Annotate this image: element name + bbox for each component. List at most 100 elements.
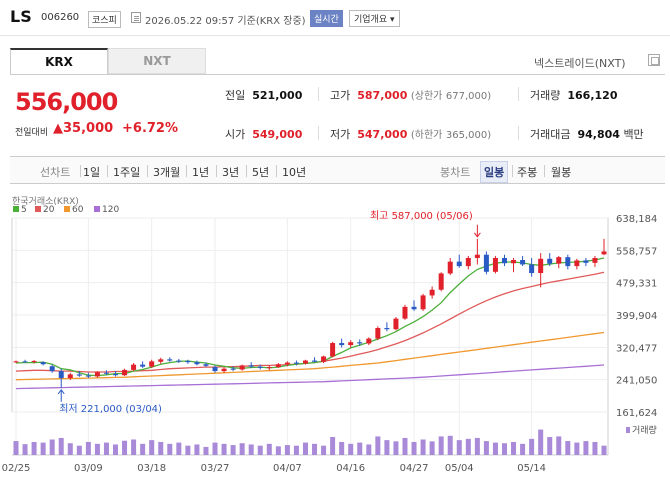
candle — [239, 365, 245, 370]
candle — [85, 375, 91, 377]
x-tick-label: 03/09 — [74, 463, 103, 474]
popup-icon[interactable] — [648, 54, 660, 66]
candle — [58, 371, 64, 379]
volume-bar — [511, 441, 517, 455]
candle — [212, 367, 218, 372]
candle — [122, 369, 128, 376]
period-3y[interactable]: 3년 — [222, 166, 240, 179]
divider — [518, 87, 519, 101]
volume-bar — [275, 446, 281, 455]
low-price: 저가 547,000 (하한가 365,000) — [330, 128, 492, 141]
candle — [113, 373, 119, 376]
period-1d[interactable]: 1일 — [83, 166, 101, 179]
volume: 거래량 166,120 — [530, 89, 618, 102]
candle — [565, 257, 571, 267]
volume-bar — [330, 437, 336, 455]
candle — [293, 362, 299, 364]
open-price: 시가 549,000 — [225, 128, 303, 141]
candle — [420, 295, 426, 310]
change-percent: +6.72% — [122, 121, 178, 136]
volume-legend-swatch — [626, 427, 630, 433]
candle-chart-button[interactable]: 봉차트 — [440, 166, 471, 179]
volume-bar — [13, 441, 19, 455]
divider — [318, 87, 319, 101]
corp-info-dropdown[interactable]: 기업개요 ▾ — [349, 10, 400, 27]
volume-bar — [483, 441, 489, 455]
volume-bar — [194, 444, 200, 455]
candle — [556, 257, 562, 264]
volume-bar — [465, 438, 471, 455]
document-icon — [131, 12, 141, 23]
volume-bar — [49, 439, 55, 455]
candle — [140, 364, 146, 367]
candle — [438, 273, 444, 290]
stock-header: LS 006260 코스피 2026.05.22 09:57 기준(KRX 장중… — [0, 0, 670, 36]
tab-krx[interactable]: KRX — [10, 48, 108, 74]
candle — [31, 360, 37, 362]
volume-bar — [357, 442, 363, 455]
x-tick-label: 03/18 — [137, 463, 166, 474]
period-weekly[interactable]: 주봉 — [517, 166, 538, 179]
divider — [318, 126, 319, 140]
volume-bar — [140, 443, 146, 455]
volume-bar — [293, 445, 299, 455]
period-monthly[interactable]: 월봉 — [551, 166, 572, 179]
volume-bar — [420, 439, 426, 455]
candle — [357, 342, 363, 344]
candle — [375, 327, 381, 339]
volume-bar — [520, 443, 526, 455]
period-daily[interactable]: 일봉 — [480, 161, 509, 183]
quote-time: 2026.05.22 09:57 기준(KRX 장중) — [145, 16, 306, 27]
tab-nxt[interactable]: NXT — [108, 48, 206, 74]
volume-bar — [384, 440, 390, 455]
candle — [474, 254, 480, 258]
volume-bar — [456, 440, 462, 455]
x-tick-label: 03/27 — [201, 463, 230, 474]
volume-bar — [176, 442, 182, 455]
candle — [348, 342, 354, 346]
volume-bar — [366, 444, 372, 455]
period-10y[interactable]: 10년 — [282, 166, 307, 179]
realtime-button[interactable]: 실시간 — [310, 10, 343, 27]
nxt-link[interactable]: 넥스트레이드(NXT) — [534, 57, 626, 70]
candle — [330, 343, 336, 357]
period-1w[interactable]: 1주일 — [113, 166, 141, 179]
volume-bar — [67, 443, 73, 455]
period-3m[interactable]: 3개월 — [153, 166, 181, 179]
candle — [520, 260, 526, 265]
x-tick-label: 04/07 — [273, 463, 302, 474]
volume-bar — [438, 436, 444, 455]
candle — [221, 368, 227, 372]
volume-bar — [76, 445, 82, 455]
candle — [257, 366, 263, 368]
candle — [76, 374, 82, 376]
candle — [429, 289, 435, 296]
chart-toolbar: 선차트 1일 1주일 3개월 1년 3년 5년 10년 봉차트 일봉 주봉 월봉 — [10, 156, 665, 184]
legend-ma120: 120 — [94, 205, 119, 215]
ma-line-ma60 — [15, 331, 605, 381]
candle — [529, 264, 535, 274]
market-badge: 코스피 — [88, 11, 121, 28]
candle — [411, 306, 417, 310]
y-tick-label: 638,184 — [616, 214, 657, 225]
volume-bar — [348, 443, 354, 455]
x-tick-label: 05/04 — [445, 463, 474, 474]
candle — [203, 364, 209, 366]
volume-bar — [492, 442, 498, 455]
volume-bar — [266, 443, 272, 455]
candle — [40, 362, 46, 365]
y-tick-label: 479,331 — [616, 279, 657, 290]
candle — [447, 261, 453, 274]
ma-line-ma5 — [15, 257, 605, 377]
volume-legend: 거래량 — [632, 424, 657, 436]
candle — [601, 251, 607, 255]
ma-line-ma20 — [15, 271, 605, 373]
period-1y[interactable]: 1년 — [192, 166, 210, 179]
volume-bar — [40, 442, 46, 455]
candle — [94, 372, 100, 377]
high-arrow-head — [473, 232, 481, 238]
candle — [465, 257, 471, 267]
line-chart-button[interactable]: 선차트 — [40, 166, 71, 179]
volume-bar — [402, 437, 408, 455]
period-5y[interactable]: 5년 — [252, 166, 270, 179]
